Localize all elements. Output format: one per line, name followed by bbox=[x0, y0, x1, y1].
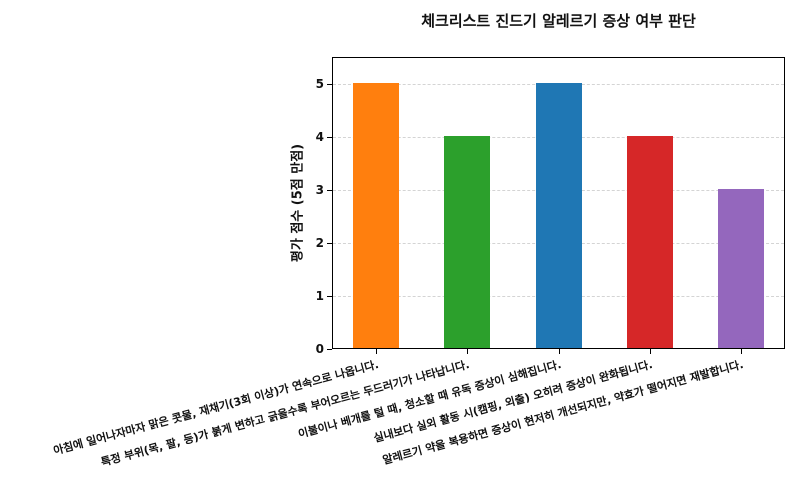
ytick-label: 4 bbox=[315, 130, 324, 144]
bar-3 bbox=[536, 83, 582, 348]
ytick-mark bbox=[327, 84, 332, 85]
ytick-label: 0 bbox=[315, 342, 324, 356]
xtick-mark bbox=[376, 349, 377, 354]
ytick-label: 5 bbox=[315, 77, 324, 91]
ytick-label: 3 bbox=[315, 183, 324, 197]
y-axis-label: 평가 점수 (5점 만점) bbox=[290, 143, 306, 263]
ytick-label: 1 bbox=[315, 289, 324, 303]
plot-area bbox=[332, 57, 785, 349]
ytick-label: 2 bbox=[315, 236, 324, 250]
chart-title: 체크리스트 진드기 알레르기 증상 여부 판단 bbox=[421, 12, 696, 30]
ytick-mark bbox=[327, 296, 332, 297]
bar-1 bbox=[353, 83, 399, 348]
ytick-mark bbox=[327, 190, 332, 191]
bar-5 bbox=[718, 189, 764, 348]
xtick-mark bbox=[741, 349, 742, 354]
bar-4 bbox=[627, 136, 673, 348]
ytick-mark bbox=[327, 349, 332, 350]
bar-2 bbox=[444, 136, 490, 348]
xtick-mark bbox=[559, 349, 560, 354]
xtick-mark bbox=[650, 349, 651, 354]
ytick-mark bbox=[327, 243, 332, 244]
ytick-mark bbox=[327, 137, 332, 138]
xtick-mark bbox=[467, 349, 468, 354]
